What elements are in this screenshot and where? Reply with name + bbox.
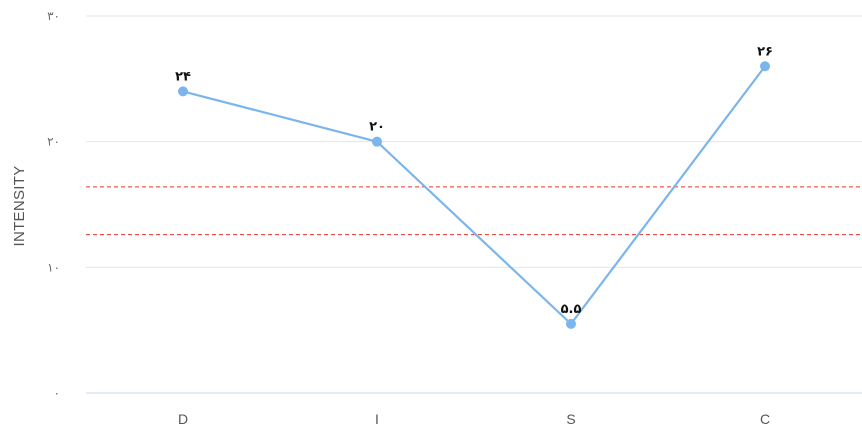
series — [178, 61, 770, 329]
axes: ۰ ۱۰ ۲۰ ۳۰ D I S C — [47, 9, 862, 427]
data-labels: ۲۴ ۲۰ ۵.۵ ۲۶ — [175, 44, 773, 317]
y-axis-label: INTENSITY — [11, 165, 28, 246]
data-label: ۵.۵ — [561, 302, 582, 317]
x-tick-label: D — [178, 411, 188, 427]
y-tick-label: ۰ — [54, 386, 60, 400]
series-line — [181, 65, 767, 325]
x-tick-label: S — [566, 411, 575, 427]
data-label: ۲۶ — [757, 44, 773, 59]
y-tick-label: ۳۰ — [47, 9, 60, 23]
x-tick-label: I — [375, 411, 379, 427]
y-tick-label: ۱۰ — [47, 260, 60, 274]
data-label: ۲۰ — [369, 120, 385, 135]
data-point — [372, 136, 382, 147]
y-tick-label: ۲۰ — [47, 135, 60, 149]
data-point — [566, 318, 576, 329]
reference-lines — [86, 186, 862, 236]
gridlines — [86, 15, 862, 268]
x-tick-label: C — [760, 411, 770, 427]
data-point — [178, 86, 188, 97]
data-point — [760, 61, 770, 72]
data-label: ۲۴ — [175, 69, 191, 84]
